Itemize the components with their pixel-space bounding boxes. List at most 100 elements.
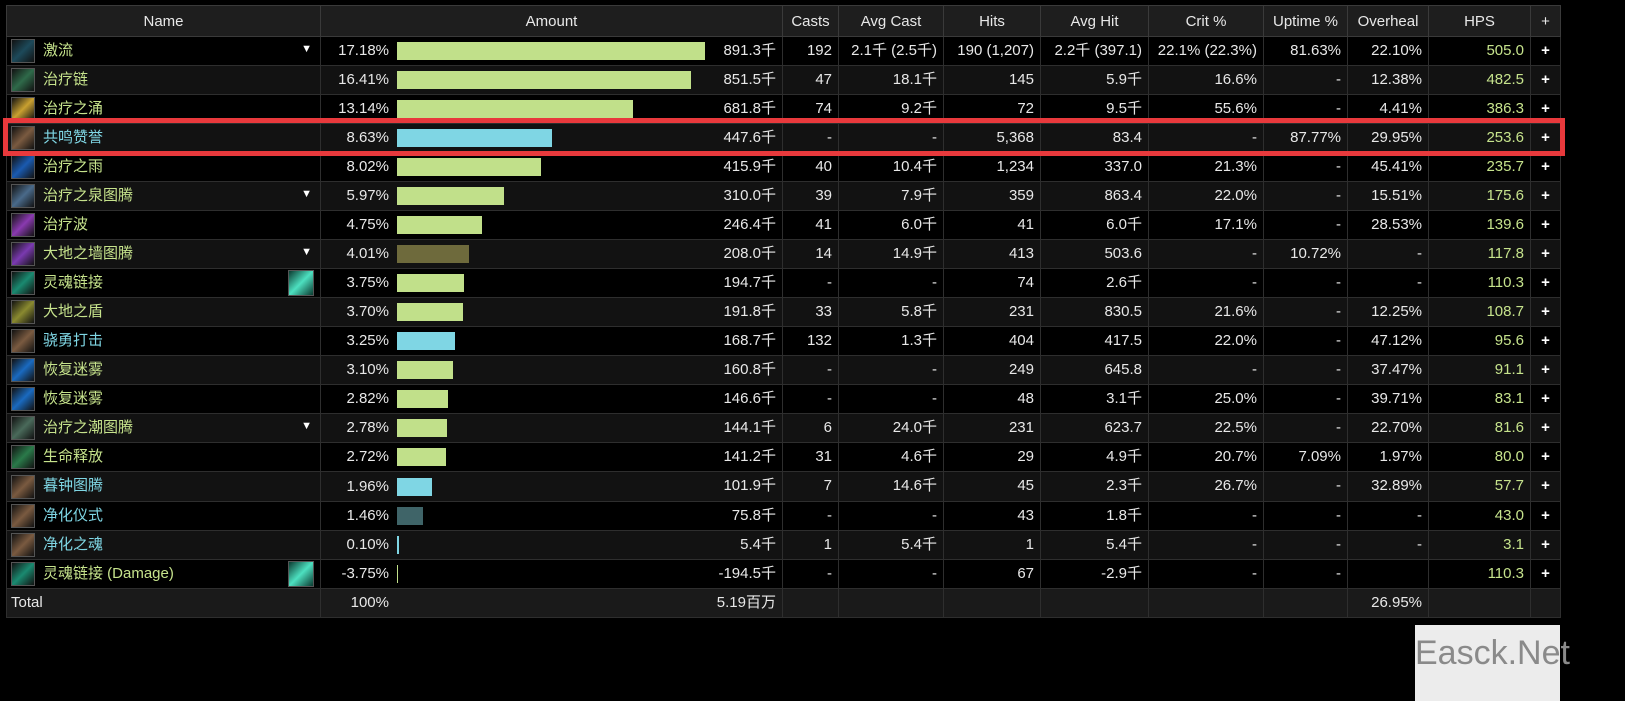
spell-name-cell[interactable]: 激流 ▼ bbox=[6, 35, 321, 67]
spell-name-cell[interactable]: 恢复迷雾 bbox=[6, 384, 321, 415]
add-button[interactable]: + bbox=[1530, 268, 1561, 299]
spell-name-cell[interactable]: 治疗之潮图腾 ▼ bbox=[6, 413, 321, 444]
amount-percent: 1.46% bbox=[346, 506, 389, 524]
spell-name-cell[interactable]: 灵魂链接 (Damage) bbox=[6, 558, 321, 589]
add-button[interactable]: + bbox=[1530, 500, 1561, 531]
column-header-overheal[interactable]: Overheal bbox=[1347, 5, 1429, 37]
amount-value: 101.9千 bbox=[723, 477, 776, 495]
spell-name: 大地之墙图腾 bbox=[43, 245, 134, 263]
overheal-cell: - bbox=[1347, 500, 1429, 531]
avg-hit-cell: 6.0千 bbox=[1040, 210, 1149, 241]
table-row[interactable]: 治疗波 246.4千 4.75% 41 6.0千 41 6.0千 17.1% -28.53% 13… bbox=[6, 210, 1561, 241]
amount-value: 851.5千 bbox=[723, 71, 776, 89]
spell-name-cell[interactable]: 治疗之泉图腾 ▼ bbox=[6, 181, 321, 212]
expand-caret-icon[interactable]: ▼ bbox=[301, 246, 312, 259]
casts-cell: - bbox=[782, 355, 839, 386]
spell-name-cell[interactable]: 恢复迷雾 bbox=[6, 355, 321, 386]
expand-caret-icon[interactable]: ▼ bbox=[301, 420, 312, 433]
table-row[interactable]: 治疗链 851.5千 16.41% 47 18.1千 145 5.9千 16.6% -12.38… bbox=[6, 65, 1561, 96]
table-row[interactable]: 净化仪式 75.8千 1.46% - -43 1.8千 - - -43.0 + bbox=[6, 500, 1561, 531]
earthen-wall-totem-icon bbox=[11, 242, 35, 267]
spell-name-cell[interactable]: 治疗波 bbox=[6, 210, 321, 241]
table-row[interactable]: 恢复迷雾 160.8千 3.10% - -249 645.8- -37.47% 91.1 + bbox=[6, 355, 1561, 386]
spell-name-cell[interactable]: 大地之墙图腾 ▼ bbox=[6, 239, 321, 270]
hits-cell: 231 bbox=[943, 297, 1041, 328]
table-row[interactable]: 激流 ▼ 891.3千 17.18% 192 2.1千 (2.5千) 190 (1,207)… bbox=[6, 35, 1561, 67]
add-button[interactable]: + bbox=[1530, 326, 1561, 357]
table-row[interactable]: 治疗之潮图腾 ▼ 144.1千 2.78% 6 24.0千 231 623.7 22.5% -22… bbox=[6, 413, 1561, 444]
spell-name-cell[interactable]: 灵魂链接 bbox=[6, 268, 321, 299]
hps-cell: 83.1 bbox=[1428, 384, 1531, 415]
add-button[interactable]: + bbox=[1530, 413, 1561, 444]
hits-cell: 404 bbox=[943, 326, 1041, 357]
amount-percent: 16.41% bbox=[338, 71, 389, 89]
column-header-amount[interactable]: Amount bbox=[320, 5, 783, 37]
add-button[interactable]: + bbox=[1530, 210, 1561, 241]
spell-name-cell[interactable]: 大地之盾 bbox=[6, 297, 321, 328]
table-row[interactable]: 共鸣赞誉 447.6千 8.63% - -5,368 83.4-87.77% 29.95% 2… bbox=[6, 123, 1561, 154]
table-row[interactable]: 灵魂链接 (Damage) -194.5千 -3.75% - -67 -2.9千 - -110… bbox=[6, 558, 1561, 589]
add-button[interactable]: + bbox=[1530, 239, 1561, 270]
expand-caret-icon[interactable]: ▼ bbox=[301, 43, 312, 55]
table-row[interactable]: 治疗之泉图腾 ▼ 310.0千 5.97% 39 7.9千 359 863.4 22.0% -15… bbox=[6, 181, 1561, 212]
hits-cell: 74 bbox=[943, 268, 1041, 299]
hps-cell: 110.3 bbox=[1428, 268, 1531, 299]
table-row[interactable]: 恢复迷雾 146.6千 2.82% - -48 3.1千 25.0% -39.71% 83.1 + bbox=[6, 384, 1561, 415]
hits-cell: 29 bbox=[943, 442, 1041, 473]
hits-cell: 45 bbox=[943, 471, 1041, 502]
add-button[interactable]: + bbox=[1530, 471, 1561, 502]
column-header-name[interactable]: Name bbox=[6, 5, 321, 37]
amount-percent: 3.10% bbox=[346, 361, 389, 379]
column-header-uptime[interactable]: Uptime % bbox=[1263, 5, 1348, 37]
spell-name-cell[interactable]: 骁勇打击 bbox=[6, 326, 321, 357]
hits-cell: 41 bbox=[943, 210, 1041, 241]
table-row[interactable]: 净化之魂 5.4千 0.10% 1 5.4千 1 5.4千 - - -3.1 + bbox=[6, 529, 1561, 560]
spell-name-cell[interactable]: 净化之魂 bbox=[6, 529, 321, 560]
amount-percent: -3.75% bbox=[341, 564, 389, 582]
add-button[interactable]: + bbox=[1530, 355, 1561, 386]
table-row[interactable]: 大地之墙图腾 ▼ 208.0千 4.01% 14 14.9千 413 503.6-10.72%… bbox=[6, 239, 1561, 270]
spell-name-cell[interactable]: 暮钟图腾 bbox=[6, 471, 321, 502]
expand-caret-icon[interactable]: ▼ bbox=[301, 188, 312, 201]
add-button[interactable]: + bbox=[1530, 384, 1561, 415]
add-button[interactable]: + bbox=[1530, 442, 1561, 473]
spell-name-cell[interactable]: 生命释放 bbox=[6, 442, 321, 473]
spell-name-cell[interactable]: 共鸣赞誉 bbox=[6, 123, 321, 154]
column-header-hits[interactable]: Hits bbox=[943, 5, 1041, 37]
amount-cell: 310.0千 5.97% bbox=[320, 181, 783, 212]
purified-soul-icon bbox=[11, 532, 35, 557]
column-header-avg-cast[interactable]: Avg Cast bbox=[838, 5, 944, 37]
add-button[interactable]: + bbox=[1530, 529, 1561, 560]
avg-cast-cell: - bbox=[838, 384, 944, 415]
spell-name-cell[interactable]: 治疗链 bbox=[6, 65, 321, 96]
spell-name: 恢复迷雾 bbox=[43, 361, 104, 379]
table-row[interactable]: 生命释放 141.2千 2.72% 31 4.6千 29 4.9千 20.7% 7.09% 1.9… bbox=[6, 442, 1561, 473]
column-header-add[interactable]: + bbox=[1530, 5, 1561, 37]
amount-bar bbox=[397, 42, 706, 61]
table-row[interactable]: 治疗之雨 415.9千 8.02% 40 10.4千 1,234 337.0 21.3% -45… bbox=[6, 152, 1561, 183]
spell-name-cell[interactable]: 治疗之雨 bbox=[6, 152, 321, 183]
add-button[interactable]: + bbox=[1530, 123, 1561, 154]
casts-cell: 6 bbox=[782, 413, 839, 444]
add-button[interactable]: + bbox=[1530, 558, 1561, 589]
add-button[interactable]: + bbox=[1530, 152, 1561, 183]
add-button[interactable]: + bbox=[1530, 35, 1561, 67]
total-row: Total 5.19百万 100% 26.95% bbox=[6, 587, 1561, 618]
column-header-hps[interactable]: HPS bbox=[1428, 5, 1531, 37]
add-button[interactable]: + bbox=[1530, 297, 1561, 328]
table-row[interactable]: 灵魂链接 194.7千 3.75% - -74 2.6千 - - -110.3 + bbox=[6, 268, 1561, 299]
spell-name: 治疗波 bbox=[43, 216, 89, 234]
column-header-crit[interactable]: Crit % bbox=[1148, 5, 1264, 37]
crit-cell: 16.6% bbox=[1148, 65, 1264, 96]
add-button[interactable]: + bbox=[1530, 181, 1561, 212]
add-button[interactable]: + bbox=[1530, 65, 1561, 96]
table-row[interactable]: 骁勇打击 168.7千 3.25% 132 1.3千 404 417.5 22.0% -47.1… bbox=[6, 326, 1561, 357]
column-header-casts[interactable]: Casts bbox=[782, 5, 839, 37]
table-row[interactable]: 暮钟图腾 101.9千 1.96% 7 14.6千 45 2.3千 26.7% -32.89% 5… bbox=[6, 471, 1561, 502]
avg-cast-cell: 2.1千 (2.5千) bbox=[838, 35, 944, 67]
table-row[interactable]: 大地之盾 191.8千 3.70% 33 5.8千 231 830.5 21.6% -12.25… bbox=[6, 297, 1561, 328]
amount-bar bbox=[397, 100, 633, 119]
column-header-avg-hit[interactable]: Avg Hit bbox=[1040, 5, 1149, 37]
spell-name-cell[interactable]: 净化仪式 bbox=[6, 500, 321, 531]
amount-cell: 447.6千 8.63% bbox=[320, 123, 783, 154]
